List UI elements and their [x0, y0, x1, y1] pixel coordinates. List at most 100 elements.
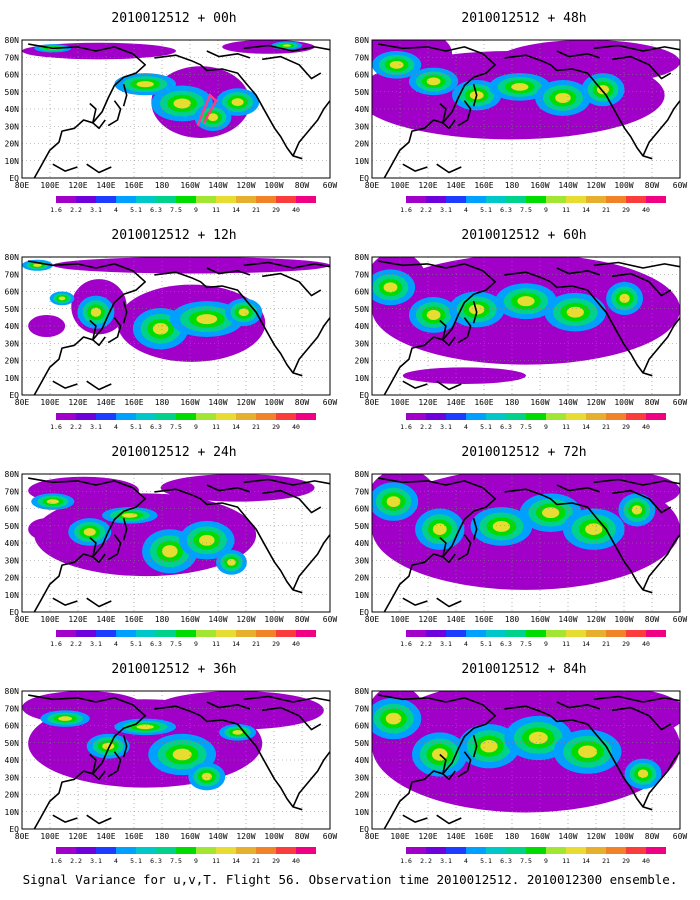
colorbar-swatch — [136, 847, 156, 854]
colorbar-swatch — [626, 413, 646, 420]
variance-field — [372, 691, 680, 829]
lon-tick-label: 180 — [155, 615, 170, 624]
colorbar-swatch — [156, 630, 176, 637]
lon-tick-label: 160W — [180, 181, 199, 190]
colorbar-swatch — [426, 630, 446, 637]
variance-contour-low — [402, 367, 526, 384]
lat-tick-label: 50N — [5, 739, 20, 748]
coastline — [89, 536, 106, 564]
lon-tick-label: 60W — [673, 181, 688, 190]
lat-tick-label: 30N — [5, 339, 20, 348]
colorbar-swatch — [486, 630, 506, 637]
coastline — [642, 100, 680, 157]
colorbar-swatch — [426, 413, 446, 420]
lon-tick-label: 100W — [264, 832, 283, 841]
lat-tick-label: EQ — [359, 825, 369, 834]
coastlines — [378, 43, 680, 178]
lat-tick-label: 20N — [355, 791, 370, 800]
lon-tick-label: 180 — [505, 181, 520, 190]
colorbar-level-label: 6.3 — [150, 206, 162, 214]
lon-tick-label: 60W — [673, 832, 688, 841]
lon-tick-label: 100E — [40, 615, 59, 624]
coastline — [504, 705, 653, 811]
colorbar-level-label: 1.6 — [400, 206, 412, 214]
colorbar-swatch — [176, 847, 196, 854]
lat-tick-label: 10N — [355, 591, 370, 600]
colorbar-level-label: 4 — [114, 423, 118, 431]
lat-tick-label: 20N — [355, 357, 370, 366]
lon-tick-label: 140W — [208, 181, 227, 190]
colorbar: 1.6 2.2 3.1 4 5.1 6.3 7.5 9 11 14 21 29 40 — [400, 630, 666, 648]
coastline — [52, 597, 78, 606]
panel-title: 2010012512 + 48h — [461, 11, 586, 26]
lat-tick-label: 60N — [5, 722, 20, 731]
colorbar-swatch — [76, 196, 96, 203]
colorbar-swatch — [96, 196, 116, 203]
lat-tick-label: 60N — [355, 288, 370, 297]
colorbar-level-label: 5.1 — [480, 206, 492, 214]
colorbar: 1.6 2.2 3.1 4 5.1 6.3 7.5 9 11 14 21 29 40 — [50, 413, 316, 431]
lon-tick-label: 80E — [15, 615, 30, 624]
panel-72h: 2010012512 + 72h EQ 10N 20N 30N 40N 50N 60N 70N 8… — [355, 445, 688, 648]
colorbar-swatch — [236, 847, 256, 854]
colorbar-swatch — [296, 630, 316, 637]
lat-tick-label: 60N — [355, 71, 370, 80]
coastline — [642, 751, 680, 808]
colorbar-level-label: 29 — [622, 206, 630, 214]
colorbar-level-label: 6.3 — [150, 857, 162, 865]
lon-tick-label: 80E — [365, 832, 380, 841]
coastlines — [378, 260, 680, 395]
colorbar-level-label: 6.3 — [500, 423, 512, 431]
lon-tick-label: 180 — [155, 832, 170, 841]
lat-tick-label: 50N — [355, 739, 370, 748]
coastlines — [28, 477, 330, 612]
lat-tick-label: 40N — [5, 756, 20, 765]
colorbar-level-label: 40 — [642, 640, 650, 648]
lat-tick-label: 80N — [355, 470, 370, 479]
variance-contour — [383, 282, 398, 293]
lon-tick-label: 160W — [530, 615, 549, 624]
lon-tick-label: 160W — [180, 832, 199, 841]
coastline — [89, 319, 106, 347]
coastline — [86, 380, 112, 391]
colorbar-level-label: 9 — [194, 423, 198, 431]
lat-tick-label: 30N — [355, 773, 370, 782]
lat-tick-label: 50N — [5, 88, 20, 97]
lon-tick-label: 120W — [586, 181, 605, 190]
colorbar-swatch — [486, 196, 506, 203]
lat-tick-label: 10N — [5, 157, 20, 166]
colorbar-level-label: 2.2 — [70, 206, 82, 214]
lon-tick-label: 120W — [236, 398, 255, 407]
lon-tick-label: 180 — [505, 398, 520, 407]
figure-caption: Signal Variance for u,v,T. Flight 56. Ob… — [22, 872, 678, 887]
lon-tick-label: 160E — [474, 832, 493, 841]
variance-contour — [555, 92, 571, 103]
coastline — [556, 50, 601, 59]
panel-12h: 2010012512 + 12h EQ 10N 20N 30N 40N 50N 60N 70N 8… — [5, 228, 338, 431]
colorbar-swatch — [426, 847, 446, 854]
colorbar-swatch — [446, 196, 466, 203]
colorbar-level-label: 7.5 — [520, 857, 532, 865]
lat-tick-label: 20N — [5, 574, 20, 583]
coastline — [86, 814, 112, 825]
lat-tick-label: 80N — [355, 36, 370, 45]
colorbar-swatch — [506, 847, 526, 854]
lat-tick-label: EQ — [359, 608, 369, 617]
variance-contour — [426, 309, 441, 320]
map-frame — [21, 690, 331, 830]
colorbar-level-label: 14 — [582, 206, 590, 214]
variance-field — [372, 257, 680, 395]
lat-tick-label: 30N — [355, 556, 370, 565]
colorbar-swatch — [176, 413, 196, 420]
colorbar-level-label: 7.5 — [170, 857, 182, 865]
colorbar-level-label: 4 — [464, 857, 468, 865]
colorbar-swatch — [406, 413, 426, 420]
variance-contour — [385, 712, 402, 725]
coastline — [457, 534, 472, 561]
panel-0h: 2010012512 + 00h EQ 10N 20N 30N 40N 50N 60N 70N 8… — [5, 11, 338, 214]
lat-tick-label: 40N — [355, 105, 370, 114]
colorbar-swatch — [546, 196, 566, 203]
flight-track — [196, 93, 218, 127]
lon-tick-label: 80W — [295, 181, 310, 190]
colorbar-swatch — [606, 196, 626, 203]
